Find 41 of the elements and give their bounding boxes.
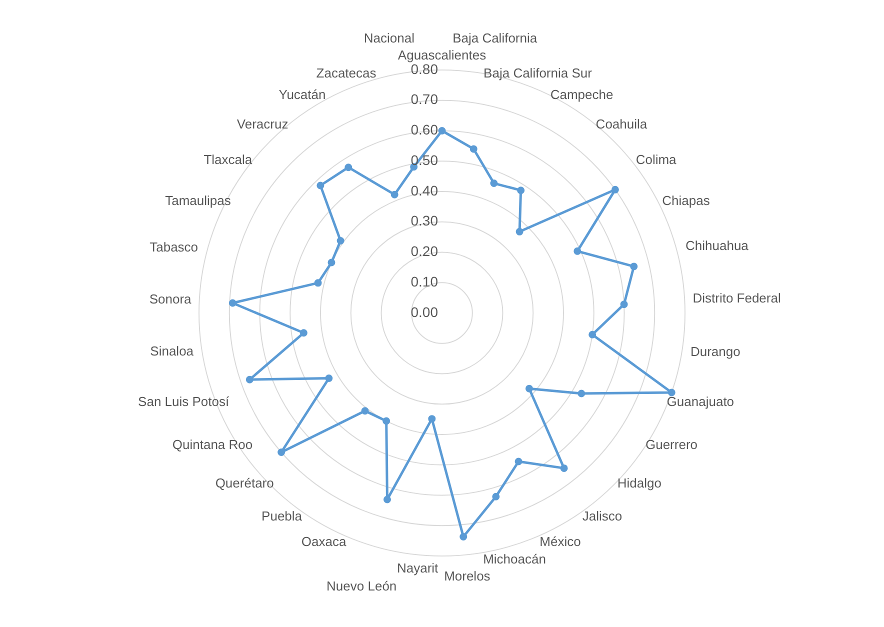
y-tick-label: 0.80 bbox=[410, 60, 438, 77]
spoke-label: Tlaxcala bbox=[204, 152, 253, 168]
spoke-label: Sinaloa bbox=[150, 343, 194, 358]
spoke-label: Distrito Federal bbox=[692, 290, 781, 306]
spoke-label: Aguascalientes bbox=[398, 48, 487, 63]
spoke-label: Baja California bbox=[452, 30, 538, 46]
y-tick-label: 0.60 bbox=[410, 122, 438, 138]
spoke-label: Nacional bbox=[364, 30, 415, 46]
spoke-label: Oaxaca bbox=[301, 534, 347, 549]
spoke-label: Guerrero bbox=[645, 437, 698, 452]
y-tick-label: 0.40 bbox=[410, 182, 438, 198]
spoke-label: Michoacán bbox=[483, 551, 546, 566]
y-tick-label: 0.70 bbox=[410, 91, 438, 108]
spoke-label: Chihuahua bbox=[686, 238, 750, 253]
y-tick-label: 0.00 bbox=[410, 304, 438, 320]
spoke-label: Durango bbox=[690, 344, 740, 359]
spoke-label: Sonora bbox=[149, 292, 192, 307]
spoke-label: Coahuila bbox=[596, 116, 648, 132]
spoke-label: Morelos bbox=[444, 568, 491, 584]
spoke-label: Colima bbox=[636, 152, 678, 168]
y-tick-label: 0.10 bbox=[410, 273, 438, 290]
spoke-label: Yucatán bbox=[278, 87, 326, 102]
spoke-label: Campeche bbox=[550, 87, 614, 102]
spoke-label: Tamaulipas bbox=[165, 193, 232, 208]
spoke-label: México bbox=[540, 534, 581, 549]
spoke-label: San Luis Potosí bbox=[138, 394, 230, 410]
spoke-label: Querétaro bbox=[215, 476, 274, 491]
spoke-label: Baja California Sur bbox=[484, 65, 593, 80]
y-tick-label: 0.30 bbox=[410, 212, 438, 229]
spoke-label: Jalisco bbox=[582, 508, 622, 524]
spoke-label: Guanajuato bbox=[666, 394, 734, 410]
spoke-label: Hidalgo bbox=[617, 476, 662, 491]
spoke-label: Chiapas bbox=[662, 193, 710, 208]
spoke-label: Nuevo León bbox=[326, 578, 397, 594]
spoke-label: Puebla bbox=[262, 508, 303, 524]
spoke-label: Quintana Roo bbox=[172, 437, 253, 452]
spoke-label: Zacatecas bbox=[316, 65, 377, 80]
spoke-label: Tabasco bbox=[150, 240, 198, 255]
spoke-label: Veracruz bbox=[236, 116, 288, 132]
spoke-label: Nayarit bbox=[396, 560, 439, 576]
y-tick-label: 0.20 bbox=[410, 243, 438, 260]
